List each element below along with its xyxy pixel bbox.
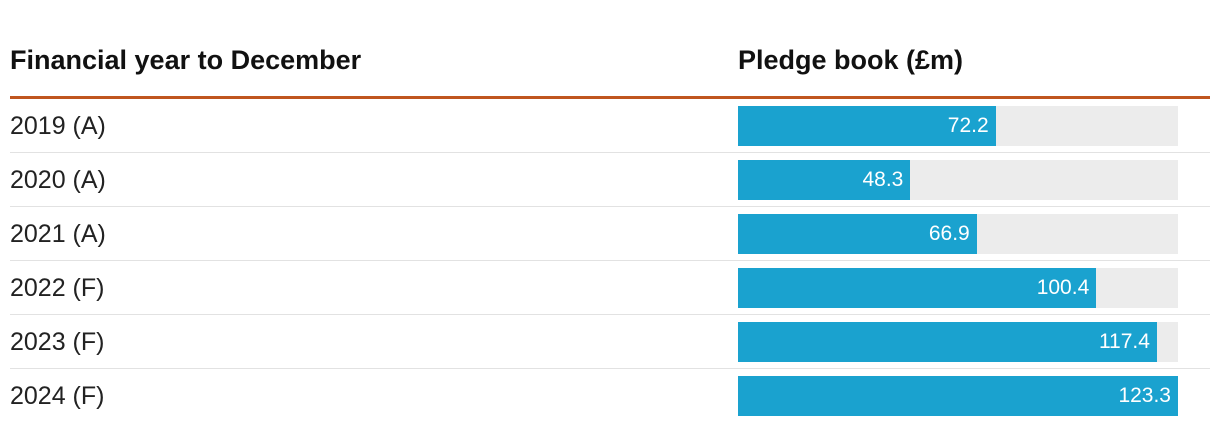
category-label: 2023 (F) <box>10 328 105 356</box>
bar-value-label: 72.2 <box>947 114 989 137</box>
bar: 72.2 <box>738 106 996 146</box>
table-row: 2020 (A) 48.3 <box>10 153 1210 207</box>
bar-value-label: 100.4 <box>1036 276 1090 299</box>
table-header: Financial year to December Pledge book (… <box>10 0 1210 99</box>
category-label: 2020 (A) <box>10 166 106 194</box>
value-column-header: Pledge book (£m) <box>738 45 964 75</box>
bar-track: 66.9 <box>738 214 1178 254</box>
category-label: 2021 (A) <box>10 220 106 248</box>
bar: 66.9 <box>738 214 977 254</box>
table-row: 2019 (A) 72.2 <box>10 99 1210 153</box>
table-row: 2023 (F) 117.4 <box>10 315 1210 369</box>
table-body: 2019 (A) 72.2 2020 (A) 48.3 2021 (A) 66.9 2022… <box>10 99 1210 423</box>
label-column-header: Financial year to December <box>10 45 362 75</box>
bar-value-label: 66.9 <box>928 222 970 245</box>
bar-value-label: 117.4 <box>1098 330 1150 353</box>
bar-value-label: 48.3 <box>862 168 904 191</box>
table-row: 2022 (F) 100.4 <box>10 261 1210 315</box>
bar-track: 117.4 <box>738 322 1178 362</box>
bar: 100.4 <box>738 268 1097 308</box>
category-label: 2019 (A) <box>10 112 106 140</box>
bar-value-label: 123.3 <box>1118 384 1171 407</box>
bar: 123.3 <box>738 376 1178 416</box>
bar-track: 48.3 <box>738 160 1178 200</box>
bar-track: 123.3 <box>738 376 1178 416</box>
table-row: 2021 (A) 66.9 <box>10 207 1210 261</box>
bar-track: 100.4 <box>738 268 1178 308</box>
bar: 117.4 <box>738 322 1157 362</box>
category-label: 2022 (F) <box>10 274 105 302</box>
bar-table: Financial year to December Pledge book (… <box>10 0 1210 423</box>
bar: 48.3 <box>738 160 911 200</box>
bar-track: 72.2 <box>738 106 1178 146</box>
category-label: 2024 (F) <box>10 382 105 410</box>
table-row: 2024 (F) 123.3 <box>10 369 1210 423</box>
